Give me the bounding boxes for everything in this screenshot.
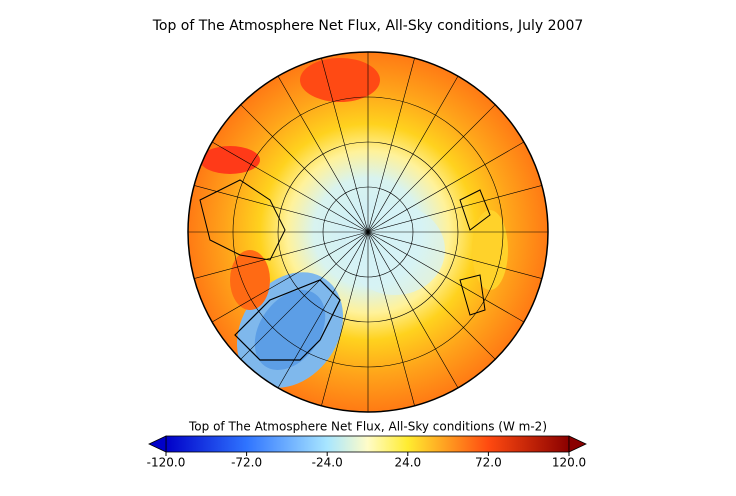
map-title: Top of The Atmosphere Net Flux, All-Sky … [152, 18, 584, 34]
colorbar-tick-label: -24.0 [312, 456, 343, 470]
parallel [277, 141, 459, 323]
colorbar-tick-label: 24.0 [394, 456, 421, 470]
colorbar [148, 435, 587, 453]
colorbar-tick-label: -120.0 [147, 456, 186, 470]
colorbar-tick-label: 120.0 [552, 456, 586, 470]
colorbar-tick-label: 72.0 [475, 456, 502, 470]
colorbar-label: Top of The Atmosphere Net Flux, All-Sky … [188, 420, 547, 434]
parallel [232, 96, 504, 368]
parallel [322, 186, 414, 278]
flux-map [188, 52, 548, 412]
colorbar-tick-label: -72.0 [231, 456, 262, 470]
map-border [187, 51, 549, 413]
